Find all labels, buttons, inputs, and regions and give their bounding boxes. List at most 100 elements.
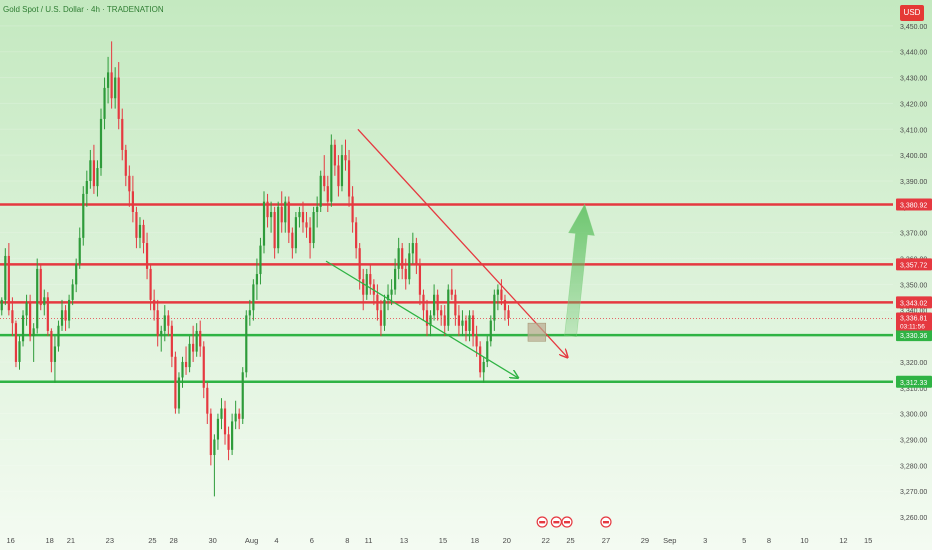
candle-body bbox=[121, 118, 124, 150]
x-tick-label: 20 bbox=[503, 536, 511, 545]
current-price-text: 3,336.81 bbox=[900, 315, 927, 322]
projection-arrow bbox=[564, 203, 595, 338]
candle-body bbox=[376, 294, 379, 311]
candle-body bbox=[206, 387, 209, 414]
candle-body bbox=[53, 346, 57, 362]
candle-body bbox=[209, 413, 212, 456]
candle-body bbox=[496, 289, 499, 295]
x-tick-label: 12 bbox=[839, 536, 847, 545]
candle-body bbox=[369, 274, 372, 285]
x-tick-label: 28 bbox=[169, 536, 177, 545]
candle-body bbox=[110, 72, 113, 99]
candle-body bbox=[308, 227, 312, 244]
candle-body bbox=[192, 343, 195, 352]
candle-body bbox=[106, 72, 110, 88]
candle-body bbox=[468, 315, 471, 331]
candle-body bbox=[163, 315, 166, 331]
candle-body bbox=[347, 160, 351, 197]
y-tick-label: 3,260.00 bbox=[900, 515, 927, 522]
candle-body bbox=[64, 310, 67, 321]
y-tick-label: 3,390.00 bbox=[900, 179, 927, 186]
candle-body bbox=[153, 299, 156, 311]
x-tick-label: 5 bbox=[742, 536, 746, 545]
candle-body bbox=[337, 165, 340, 187]
x-tick-label: 3 bbox=[703, 536, 707, 545]
retest-box bbox=[527, 322, 547, 342]
candle-body bbox=[160, 330, 163, 337]
header-sep-2: · bbox=[99, 5, 107, 14]
grid bbox=[0, 25, 893, 518]
y-tick-label: 3,430.00 bbox=[900, 76, 927, 83]
candle-body bbox=[43, 297, 46, 306]
candle-body bbox=[138, 224, 142, 238]
candle-body bbox=[195, 330, 198, 352]
y-tick-label: 3,440.00 bbox=[900, 50, 927, 57]
candle-body bbox=[397, 248, 400, 269]
symbol-name: Gold Spot / U.S. Dollar bbox=[3, 5, 84, 14]
x-tick-label: 18 bbox=[471, 536, 479, 545]
candle-body bbox=[287, 201, 290, 233]
y-tick-label: 3,320.00 bbox=[900, 360, 927, 367]
x-tick-label: 10 bbox=[800, 536, 808, 545]
candle-body bbox=[32, 328, 35, 337]
candle-body bbox=[429, 315, 432, 326]
candle-body bbox=[117, 77, 120, 119]
candle-body bbox=[323, 175, 326, 187]
candle-body bbox=[457, 315, 461, 326]
x-tick-label: 15 bbox=[864, 536, 872, 545]
candle-body bbox=[167, 315, 170, 326]
x-tick-label: 30 bbox=[208, 536, 216, 545]
candle-body bbox=[227, 434, 230, 450]
candle-body bbox=[11, 310, 14, 324]
interval-label: 4h bbox=[91, 5, 100, 14]
candle-body bbox=[503, 299, 507, 311]
candle-body bbox=[432, 294, 436, 316]
candle-body bbox=[223, 408, 227, 435]
candle-body bbox=[25, 302, 28, 316]
price-labels: 3,380.92 3,357.72 3,343.02 3,330.36 3,312.33… bbox=[896, 198, 932, 388]
candle-body bbox=[184, 361, 188, 368]
candle-body bbox=[174, 356, 177, 409]
candle-body bbox=[92, 160, 96, 187]
candle-body bbox=[461, 320, 464, 326]
resistance-3380-tag-text: 3,380.92 bbox=[900, 202, 927, 209]
candle-body bbox=[245, 315, 248, 373]
y-tick-label: 3,280.00 bbox=[900, 463, 927, 470]
candle-body bbox=[259, 245, 262, 275]
candle-body bbox=[273, 212, 276, 249]
candle-body bbox=[103, 87, 106, 119]
event-flag-stripe bbox=[553, 521, 560, 524]
candle-body bbox=[301, 212, 305, 223]
event-flag-stripe bbox=[602, 521, 609, 524]
x-tick-label: 21 bbox=[67, 536, 75, 545]
candle-body bbox=[482, 361, 485, 373]
y-tick-label: 3,310.00 bbox=[900, 386, 927, 393]
candle-body bbox=[131, 191, 134, 212]
candle-body bbox=[471, 315, 475, 337]
candle-body bbox=[114, 77, 117, 99]
time-axis[interactable]: 16 18 21 23 25 28 30 Aug 4 6 8 11 13 15 18 20 22 25 27 29 Se… bbox=[6, 536, 872, 545]
resistance-3357-tag bbox=[896, 258, 932, 271]
candle-body bbox=[436, 294, 439, 311]
candle-body bbox=[156, 310, 159, 337]
candle-body bbox=[128, 175, 131, 192]
candle-body bbox=[0, 299, 3, 311]
currency-button[interactable]: USD bbox=[900, 5, 924, 21]
candle-body bbox=[404, 268, 407, 280]
candle-body bbox=[440, 310, 443, 316]
candle-body bbox=[386, 294, 390, 300]
y-tick-label: 3,340.00 bbox=[900, 308, 927, 315]
candle-body bbox=[408, 253, 411, 280]
candle-body bbox=[326, 186, 329, 202]
candle-body bbox=[82, 193, 85, 238]
candle-body bbox=[507, 310, 510, 318]
candle-body bbox=[383, 299, 386, 326]
candle-body bbox=[475, 336, 478, 347]
candle-body bbox=[291, 232, 294, 249]
candle-body bbox=[18, 341, 21, 362]
x-tick-label: 11 bbox=[365, 536, 373, 545]
candle-body bbox=[36, 268, 39, 329]
resistance-3343-tag bbox=[896, 296, 932, 309]
